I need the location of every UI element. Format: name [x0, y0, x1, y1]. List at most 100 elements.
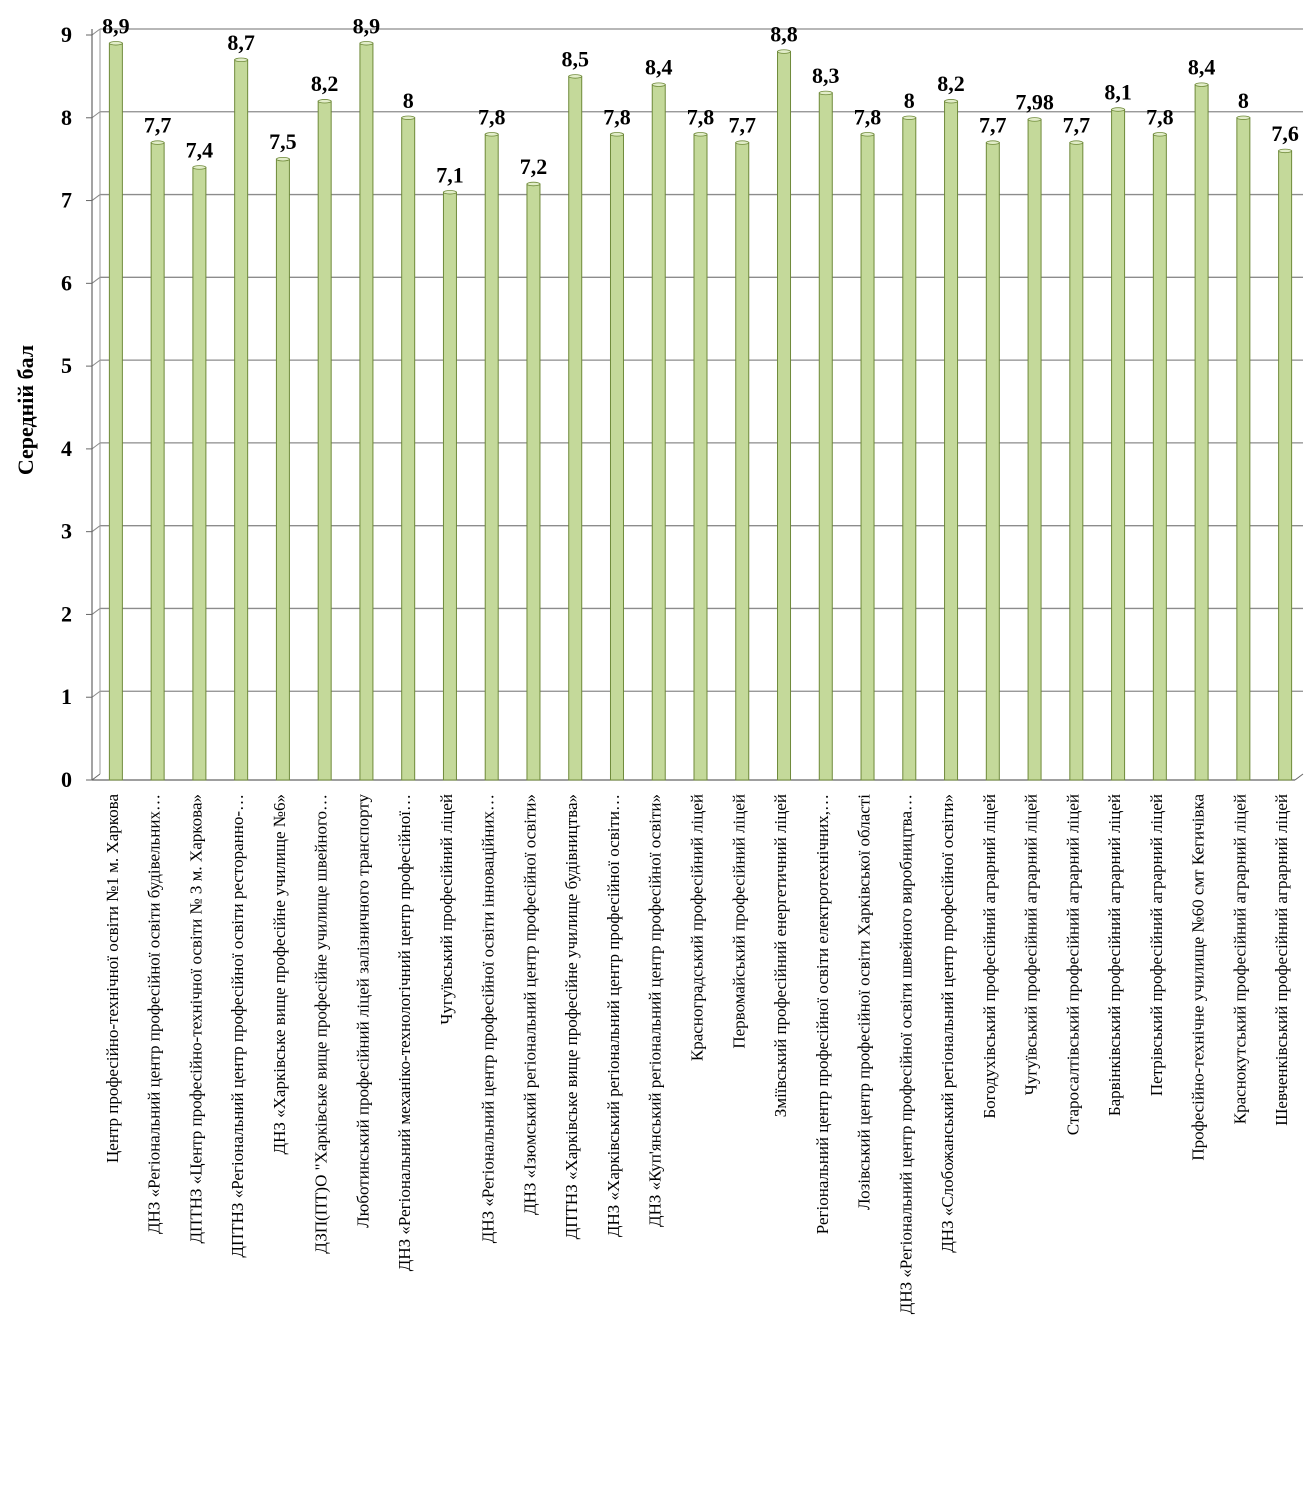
x-axis-end-line [1294, 773, 1304, 781]
bar-top [568, 74, 583, 79]
x-axis-start-line [91, 773, 101, 781]
gridline-left-edge [91, 690, 101, 698]
category-label: Центр професійно-технічної освіти №1 м. … [103, 794, 122, 1163]
gridline-left-edge [91, 359, 101, 367]
data-label: 7,1 [436, 162, 464, 187]
category-label: Регіональний центр професійної освіти ел… [813, 794, 832, 1234]
gridline-left-edge [91, 111, 101, 119]
bar-top [526, 181, 541, 187]
data-label: 8,3 [812, 63, 840, 88]
data-label: 8,5 [561, 46, 589, 71]
bar-top [276, 156, 290, 162]
data-label: 7,7 [979, 113, 1007, 138]
category-label: ДНЗ «Харківське вище професійне училище … [270, 794, 289, 1155]
y-tick-label: 1 [61, 684, 72, 709]
bar [985, 142, 1000, 781]
bar [944, 100, 959, 781]
data-label: 7,7 [729, 113, 757, 138]
bar-top [944, 99, 958, 104]
bar [1027, 118, 1042, 781]
bar [735, 142, 750, 781]
bar-top [359, 41, 374, 46]
data-label: 8,2 [937, 71, 965, 96]
data-label: 8 [403, 88, 414, 113]
category-label: Професійно-технічне училище №60 смт Кеги… [1189, 794, 1208, 1161]
bar [902, 117, 917, 781]
bar [401, 117, 416, 781]
bar-top [735, 140, 750, 145]
bar [442, 191, 457, 781]
gridline-left-edge [91, 608, 101, 615]
bar-top [192, 165, 207, 170]
bar-top [818, 90, 833, 96]
bar-top [693, 132, 708, 137]
category-label: ДНЗ «Куп'янський регіональний центр проф… [646, 794, 665, 1227]
bar-top [108, 41, 123, 46]
data-label: 8 [904, 88, 915, 113]
category-label: ДНЗ «Регіональний центр професійної осві… [145, 794, 164, 1234]
category-label: ДПТНЗ «Регіональний центр професійної ос… [228, 794, 247, 1258]
bar-top [1278, 148, 1293, 154]
bar-top [610, 132, 624, 137]
bar [150, 142, 165, 781]
data-label: 7,8 [1146, 104, 1174, 129]
category-label: Люботинський професійний ліцей залізничн… [353, 794, 372, 1228]
data-label: 7,8 [478, 104, 506, 129]
bar [568, 75, 583, 781]
bar-top [777, 49, 791, 54]
bar [651, 84, 666, 781]
category-label: Барвінківський професійний аграрний ліце… [1105, 794, 1124, 1116]
bar [484, 133, 499, 781]
category-labels: Центр професійно-технічної освіти №1 м. … [103, 794, 1291, 1315]
bar-top [1236, 115, 1251, 120]
bar [1194, 84, 1209, 781]
data-label: 8,8 [770, 22, 798, 47]
category-label: Первомайський професійний ліцей [729, 794, 748, 1049]
bar [693, 133, 708, 781]
bar-top [1152, 132, 1167, 137]
data-labels: 8,9 7,7 7,4 8,7 7,5 8,2 8,9 8 7,1 7,8 7,2 8,5 7,8 8,4… [102, 13, 1299, 187]
gridline-left-edge [91, 28, 101, 36]
data-label: 8,2 [311, 71, 339, 96]
data-label: 7,8 [854, 104, 882, 129]
y-tick-label: 7 [61, 188, 72, 213]
gridline-left-edge [91, 442, 101, 450]
bar-top [234, 57, 249, 63]
category-label: ДЗП(ПТ)О "Харківське вище професійне учи… [312, 794, 331, 1254]
y-tick-label: 3 [61, 519, 72, 544]
bar-top [985, 140, 1000, 145]
data-label: 8,1 [1104, 80, 1132, 105]
bar-top [484, 132, 499, 137]
data-label: 7,6 [1271, 121, 1299, 146]
bar [1069, 142, 1084, 781]
y-tick-label: 9 [61, 22, 72, 47]
category-label: Зміївський професійний енергетичний ліце… [771, 794, 790, 1117]
category-label: Чугуївський професійний ліцей [437, 794, 456, 1025]
category-label: ДНЗ «Регіональний механіко-технологічний… [395, 794, 414, 1271]
category-label: Чугуївський професійний аграрний ліцей [1022, 794, 1041, 1095]
category-label: ДНЗ «Регіональний центр професійної осві… [479, 794, 498, 1243]
bar-top [651, 82, 666, 87]
data-label: 7,98 [1015, 89, 1054, 114]
bar-top [317, 99, 332, 104]
data-label: 7,4 [186, 137, 214, 162]
data-label: 8,4 [645, 55, 673, 80]
data-label: 7,8 [687, 104, 715, 129]
y-tick-label: 8 [61, 105, 72, 130]
bar [108, 42, 123, 781]
bar [526, 183, 541, 781]
category-label: ДНЗ «Ізюмський регіональний центр профес… [520, 794, 539, 1215]
category-label: ДНЗ «Слобожанський регіональний центр пр… [938, 794, 957, 1253]
bar-top [443, 190, 457, 195]
bar [1278, 150, 1293, 781]
category-label: ДПТНЗ «Центр професійно-технічної освіти… [186, 794, 205, 1244]
y-tick-label: 4 [61, 436, 72, 461]
gridline-left-edge [91, 525, 101, 533]
bar [860, 133, 875, 781]
category-label: Богодухівський професійний аграрний ліце… [980, 794, 999, 1119]
bar-top [1069, 140, 1084, 145]
bar [818, 92, 833, 781]
category-label: Лозівський центр професійної освіти Харк… [855, 794, 874, 1210]
y-tick-label: 2 [61, 601, 72, 626]
category-label: ДПТНЗ «Харківське вище професійне училищ… [562, 794, 581, 1239]
